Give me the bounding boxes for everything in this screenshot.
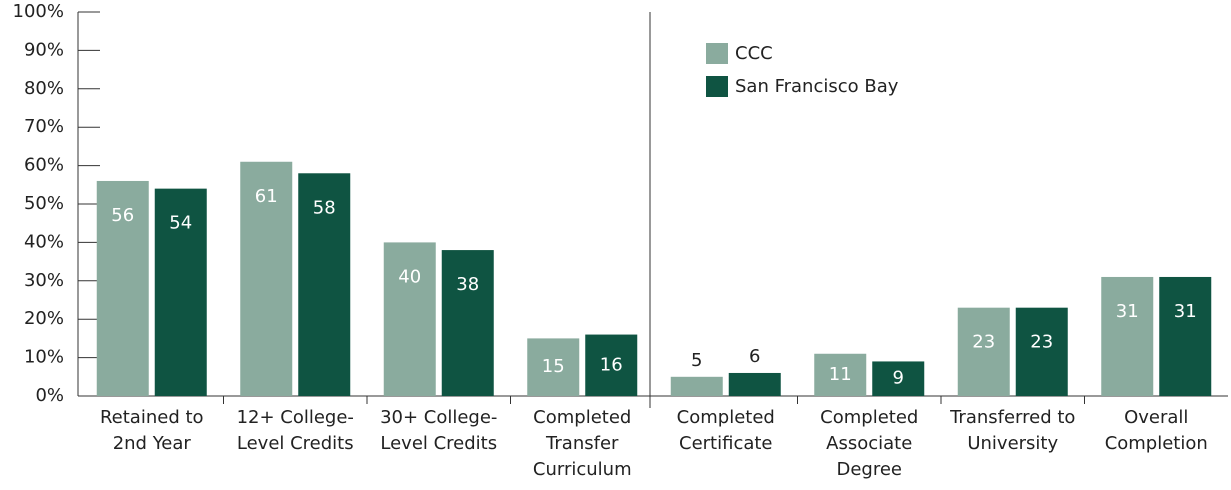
bar xyxy=(298,173,351,396)
x-tick-label: 2nd Year xyxy=(113,433,192,454)
bar xyxy=(814,353,867,396)
y-tick-label: 0% xyxy=(35,385,64,406)
data-label: 38 xyxy=(456,274,479,295)
x-tick-label: Completed xyxy=(533,407,631,428)
x-tick-label: Degree xyxy=(836,459,902,480)
bar xyxy=(527,338,580,396)
bar xyxy=(670,376,723,396)
x-tick-label: 30+ College- xyxy=(380,407,497,428)
data-label: 58 xyxy=(313,197,336,218)
x-tick-label: Retained to xyxy=(100,407,204,428)
data-label: 54 xyxy=(169,213,192,234)
bar xyxy=(728,372,781,396)
y-tick-label: 50% xyxy=(24,193,64,214)
y-tick-label: 70% xyxy=(24,116,64,137)
y-tick-label: 20% xyxy=(24,308,64,329)
bar xyxy=(240,161,293,396)
x-tick-label: Completion xyxy=(1105,433,1208,454)
data-label: 31 xyxy=(1174,301,1197,322)
bar xyxy=(957,307,1010,396)
bar xyxy=(383,242,436,396)
data-label: 56 xyxy=(111,205,134,226)
data-label: 31 xyxy=(1116,301,1139,322)
y-tick-label: 60% xyxy=(24,155,64,176)
data-label: 11 xyxy=(829,364,852,385)
y-tick-label: 40% xyxy=(24,231,64,252)
data-label: 9 xyxy=(893,368,904,389)
bar xyxy=(1101,276,1154,396)
bar xyxy=(585,334,638,396)
x-tick-label: Associate xyxy=(826,433,912,454)
data-label: 40 xyxy=(398,266,421,287)
x-tick-label: Overall xyxy=(1124,407,1188,428)
y-tick-label: 10% xyxy=(24,347,64,368)
bar xyxy=(1159,276,1212,396)
data-label: 23 xyxy=(972,332,995,353)
bar xyxy=(154,188,207,396)
data-label: 23 xyxy=(1030,332,1053,353)
legend-swatch xyxy=(706,43,728,64)
data-label: 5 xyxy=(691,350,702,371)
bar xyxy=(872,361,925,396)
legend-label: CCC xyxy=(735,43,773,64)
legend-swatch xyxy=(706,76,728,97)
bar xyxy=(441,250,494,396)
x-tick-label: Level Credits xyxy=(237,433,354,454)
y-tick-label: 90% xyxy=(24,39,64,60)
x-tick-label: Certificate xyxy=(679,433,773,454)
y-tick-label: 100% xyxy=(13,1,64,22)
y-tick-label: 80% xyxy=(24,78,64,99)
x-tick-label: Completed xyxy=(677,407,775,428)
x-tick-label: Transfer xyxy=(545,433,619,454)
x-tick-label: Curriculum xyxy=(533,459,632,480)
bar xyxy=(96,180,149,396)
x-tick-label: Transferred to xyxy=(949,407,1075,428)
x-tick-label: University xyxy=(967,433,1058,454)
legend-label: San Francisco Bay xyxy=(735,76,899,97)
bar xyxy=(1015,307,1068,396)
x-tick-label: 12+ College- xyxy=(237,407,354,428)
data-label: 15 xyxy=(542,356,565,377)
data-label: 16 xyxy=(600,354,623,375)
y-tick-label: 30% xyxy=(24,270,64,291)
x-tick-label: Level Credits xyxy=(380,433,497,454)
data-label: 61 xyxy=(255,186,278,207)
x-tick-label: Completed xyxy=(820,407,918,428)
data-label: 6 xyxy=(749,346,760,367)
